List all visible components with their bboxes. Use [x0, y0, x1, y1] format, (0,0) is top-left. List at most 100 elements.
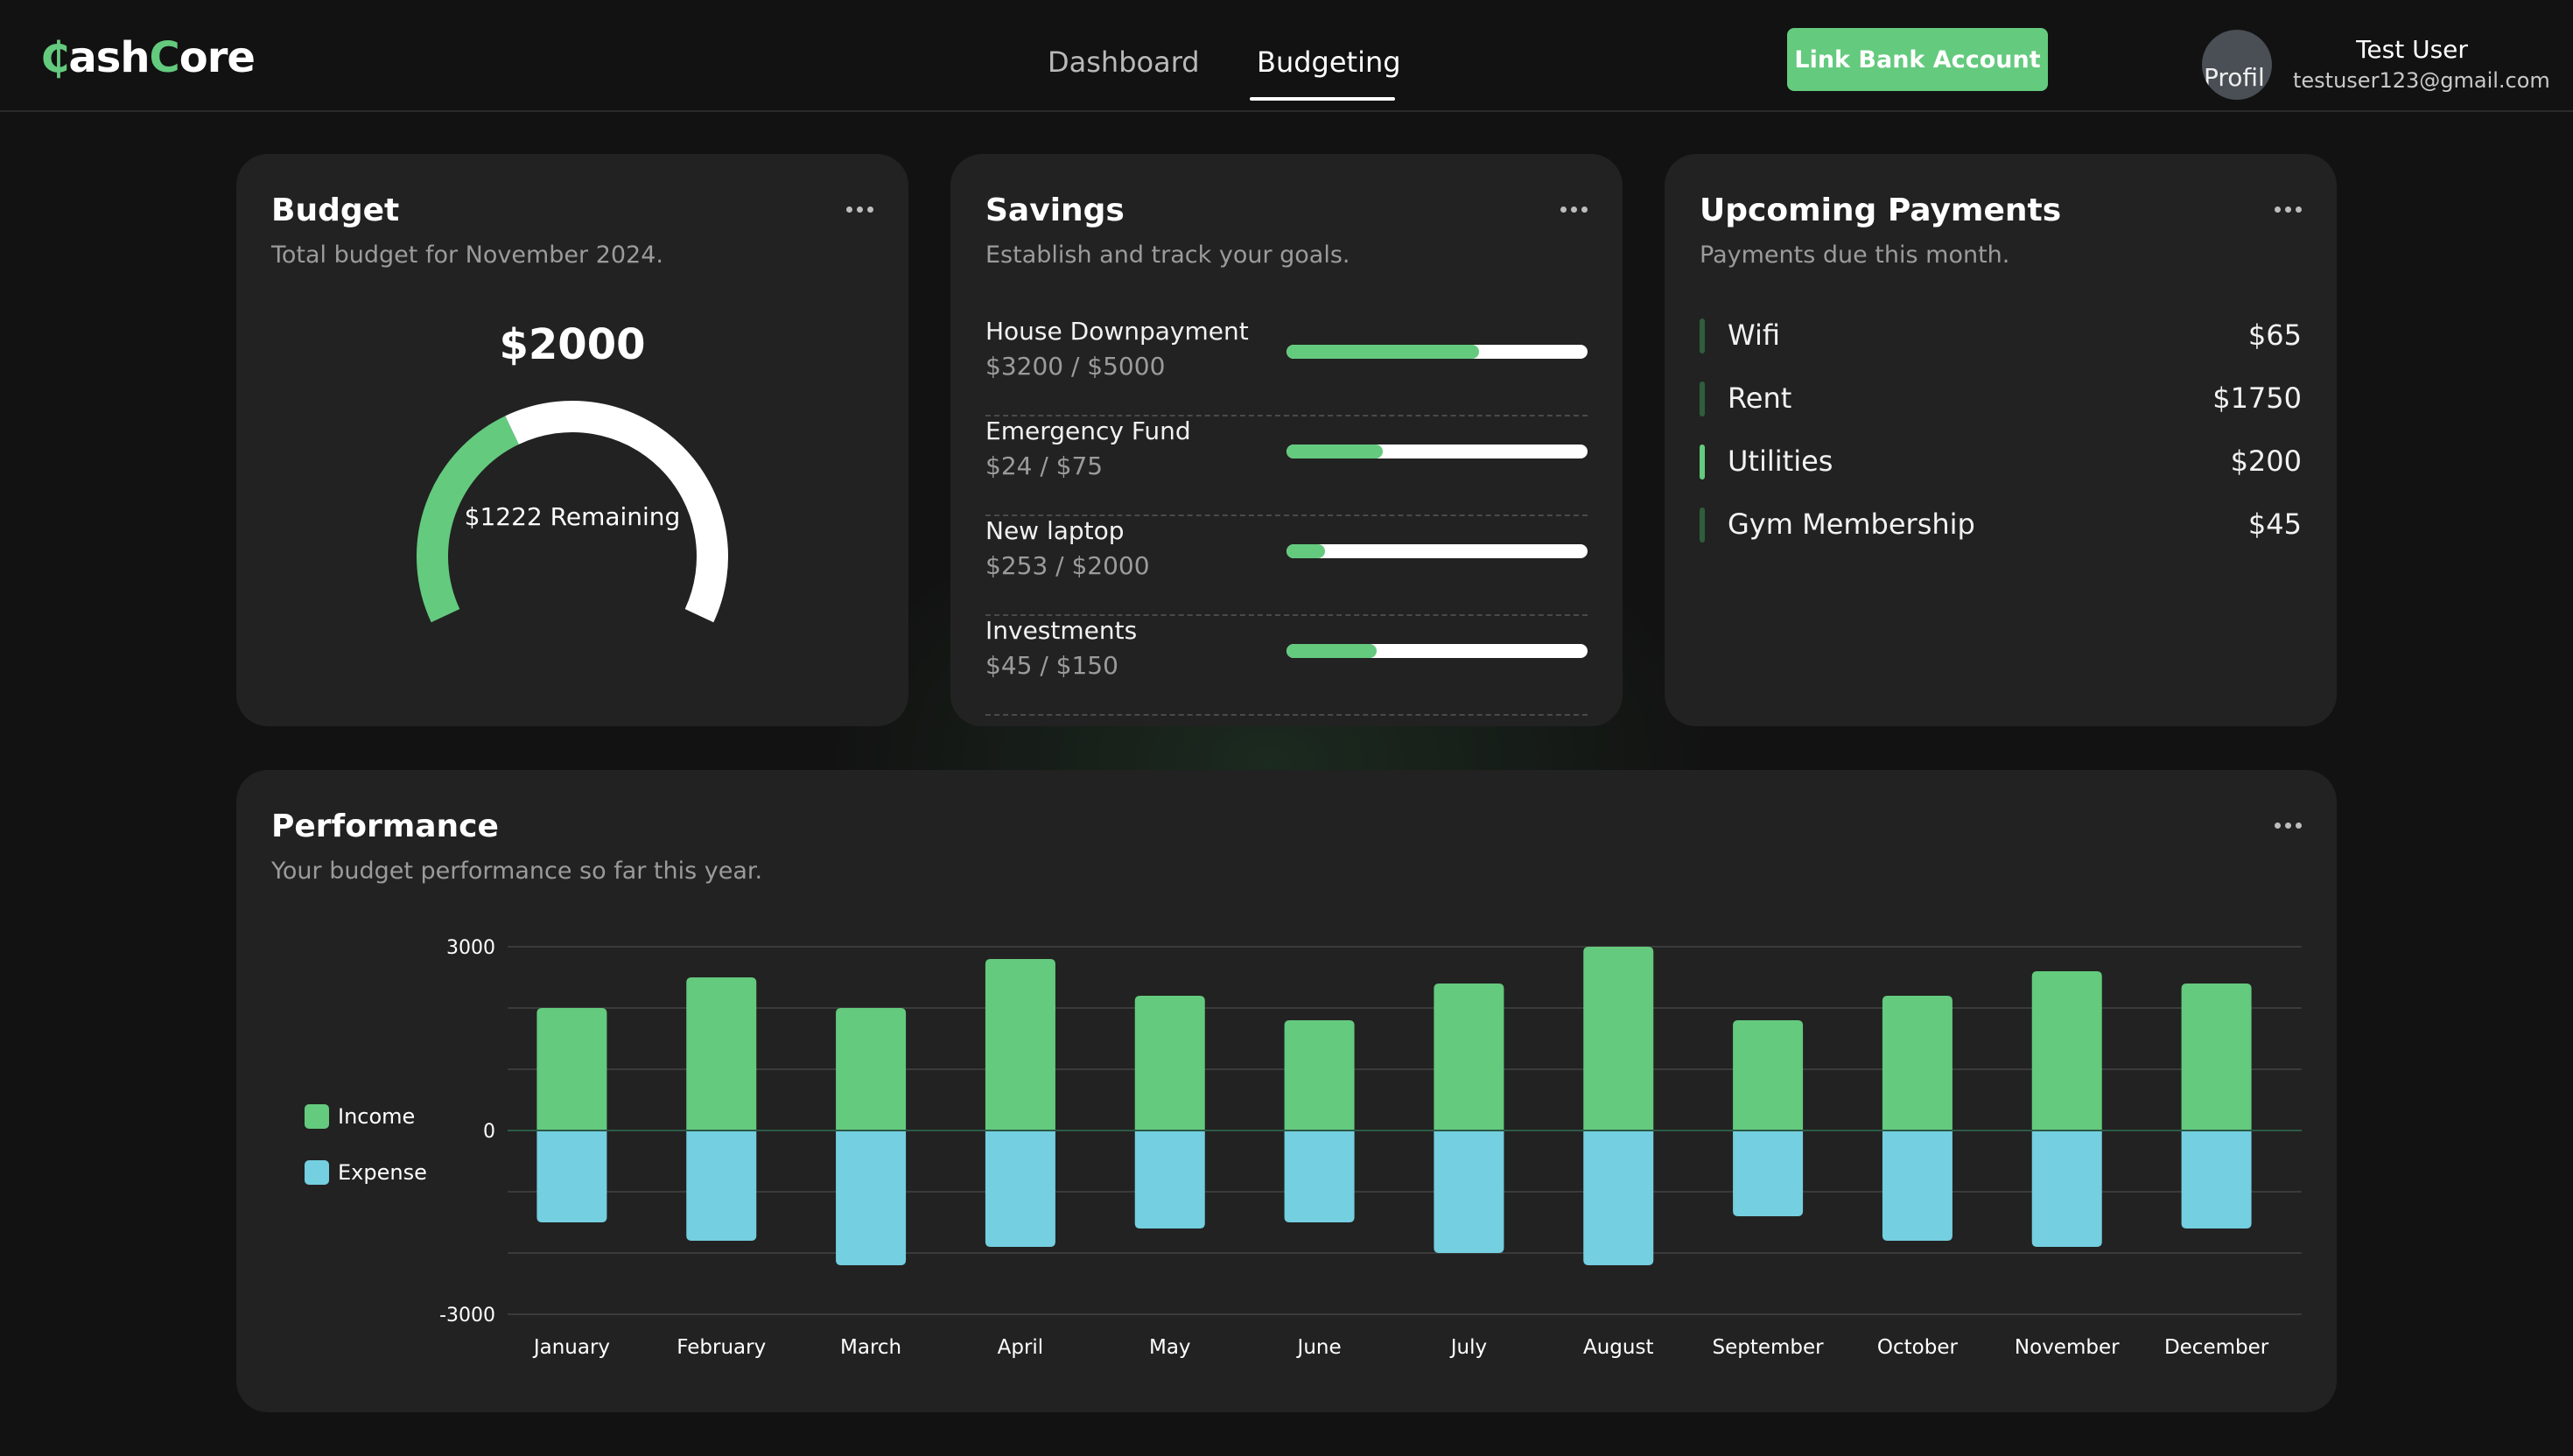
goal-amount: $24 / $75 — [985, 452, 1104, 480]
budget-remaining: $1222 Remaining — [464, 502, 681, 531]
payment-name: Gym Membership — [1728, 508, 1975, 541]
gauge-fill — [417, 416, 520, 623]
x-tick-label: March — [840, 1336, 901, 1359]
top-bar: ₵ashCore Dashboard Budgeting Link Bank A… — [0, 0, 2573, 112]
bar-income[interactable] — [1583, 947, 1654, 1130]
bar-expense[interactable] — [1434, 1130, 1504, 1253]
bar-income[interactable] — [1733, 1020, 1804, 1130]
performance-title: Performance — [271, 808, 499, 844]
bar-income[interactable] — [2181, 984, 2252, 1130]
legend-income-label: Income — [338, 1104, 416, 1129]
avatar[interactable]: Profil — [2202, 30, 2272, 100]
savings-goal[interactable]: Investments $45 / $150 — [985, 616, 1588, 716]
tab-budgeting[interactable]: Budgeting — [1257, 46, 1401, 79]
bar-expense[interactable] — [1583, 1130, 1654, 1265]
payment-marker — [1700, 382, 1705, 416]
x-tick-label: October — [1877, 1336, 1959, 1359]
goal-amount: $3200 / $5000 — [985, 352, 1166, 381]
x-tick-label: August — [1583, 1336, 1654, 1359]
goal-name: Emergency Fund — [985, 416, 1191, 445]
payment-amount: $45 — [2247, 508, 2302, 541]
bar-income[interactable] — [1882, 996, 1953, 1130]
goal-progress-bar — [1286, 345, 1588, 359]
bar-expense[interactable] — [686, 1130, 757, 1241]
bar-income[interactable] — [1284, 1020, 1355, 1130]
payment-marker — [1700, 444, 1705, 480]
performance-chart: 3000 0 -3000 January February March April May Ju… — [439, 937, 2302, 1359]
payment-marker — [1700, 508, 1705, 542]
tab-dashboard[interactable]: Dashboard — [1048, 46, 1200, 79]
x-tick-label: September — [1713, 1336, 1825, 1359]
y-tick-label: 3000 — [446, 937, 495, 959]
bar-income[interactable] — [536, 1008, 607, 1130]
x-tick-label: February — [677, 1336, 766, 1359]
payments-title: Upcoming Payments — [1700, 192, 2062, 228]
y-tick-label: 0 — [483, 1121, 495, 1143]
legend-expense[interactable]: Expense — [305, 1160, 427, 1185]
bar-expense[interactable] — [2181, 1130, 2252, 1228]
user-email: testuser123@gmail.com — [2293, 68, 2550, 93]
payment-item[interactable]: Gym Membership $45 — [1700, 506, 2302, 544]
x-tick-label: December — [2164, 1336, 2269, 1359]
x-tick-label: April — [998, 1336, 1044, 1359]
goal-progress-fill — [1286, 444, 1384, 458]
payment-name: Wifi — [1728, 318, 1780, 352]
payment-item[interactable]: Utilities $200 — [1700, 443, 2302, 481]
legend-expense-swatch — [305, 1160, 329, 1185]
avatar-alt-text: Profil — [2204, 63, 2265, 92]
payment-item[interactable]: Rent $1750 — [1700, 380, 2302, 418]
user-name: Test User — [2356, 35, 2468, 64]
payment-item[interactable]: Wifi $65 — [1700, 317, 2302, 355]
payments-more-icon[interactable] — [2275, 206, 2302, 213]
bar-expense[interactable] — [1733, 1130, 1804, 1216]
legend-income[interactable]: Income — [305, 1104, 415, 1129]
bar-expense[interactable] — [1134, 1130, 1205, 1228]
performance-more-icon[interactable] — [2275, 822, 2302, 829]
logo-glyph: ₵ — [40, 33, 69, 82]
goal-name: Investments — [985, 616, 1138, 645]
savings-goal[interactable]: New laptop $253 / $2000 — [985, 516, 1588, 616]
performance-card: Performance Your budget performance so f… — [236, 770, 2337, 1412]
budget-gauge — [417, 400, 728, 623]
goal-progress-fill — [1286, 544, 1325, 558]
savings-goal[interactable]: House Downpayment $3200 / $5000 — [985, 317, 1588, 416]
budget-more-icon[interactable] — [846, 206, 873, 213]
bar-income[interactable] — [985, 959, 1055, 1130]
bar-income[interactable] — [2031, 971, 2102, 1130]
logo-text-2: ore — [179, 33, 256, 82]
bar-income[interactable] — [686, 977, 757, 1130]
bar-expense[interactable] — [536, 1130, 607, 1222]
gauge-track — [505, 400, 728, 623]
goal-progress-bar — [1286, 644, 1588, 658]
bar-expense[interactable] — [1882, 1130, 1953, 1241]
bar-income[interactable] — [1434, 984, 1504, 1130]
performance-subtitle: Your budget performance so far this year… — [271, 858, 763, 885]
logo-letter-c: C — [149, 33, 180, 82]
goal-progress-bar — [1286, 444, 1588, 458]
goal-name: New laptop — [985, 516, 1125, 545]
payments-subtitle: Payments due this month. — [1700, 242, 2010, 269]
budget-subtitle: Total budget for November 2024. — [271, 242, 663, 269]
goal-name: House Downpayment — [985, 317, 1249, 346]
payment-name: Utilities — [1728, 444, 1833, 478]
savings-goal[interactable]: Emergency Fund $24 / $75 — [985, 416, 1588, 516]
bar-expense[interactable] — [2031, 1130, 2102, 1247]
bar-income[interactable] — [836, 1008, 907, 1130]
bar-expense[interactable] — [985, 1130, 1055, 1247]
bar-expense[interactable] — [836, 1130, 907, 1265]
x-tick-label: June — [1296, 1336, 1342, 1359]
payment-amount: $1750 — [2212, 382, 2302, 415]
bar-expense[interactable] — [1284, 1130, 1355, 1222]
x-tick-label: July — [1449, 1336, 1487, 1359]
bar-income[interactable] — [1134, 996, 1205, 1130]
x-tick-label: May — [1149, 1336, 1191, 1359]
savings-more-icon[interactable] — [1560, 206, 1588, 213]
budget-title: Budget — [271, 192, 400, 228]
goal-progress-fill — [1286, 345, 1480, 359]
payment-name: Rent — [1728, 382, 1792, 415]
logo[interactable]: ₵ashCore — [40, 33, 256, 82]
payments-card: Upcoming Payments Payments due this mont… — [1665, 154, 2337, 726]
savings-subtitle: Establish and track your goals. — [985, 242, 1350, 269]
x-tick-label: November — [2015, 1336, 2120, 1359]
link-bank-account-button[interactable]: Link Bank Account — [1787, 28, 2048, 91]
